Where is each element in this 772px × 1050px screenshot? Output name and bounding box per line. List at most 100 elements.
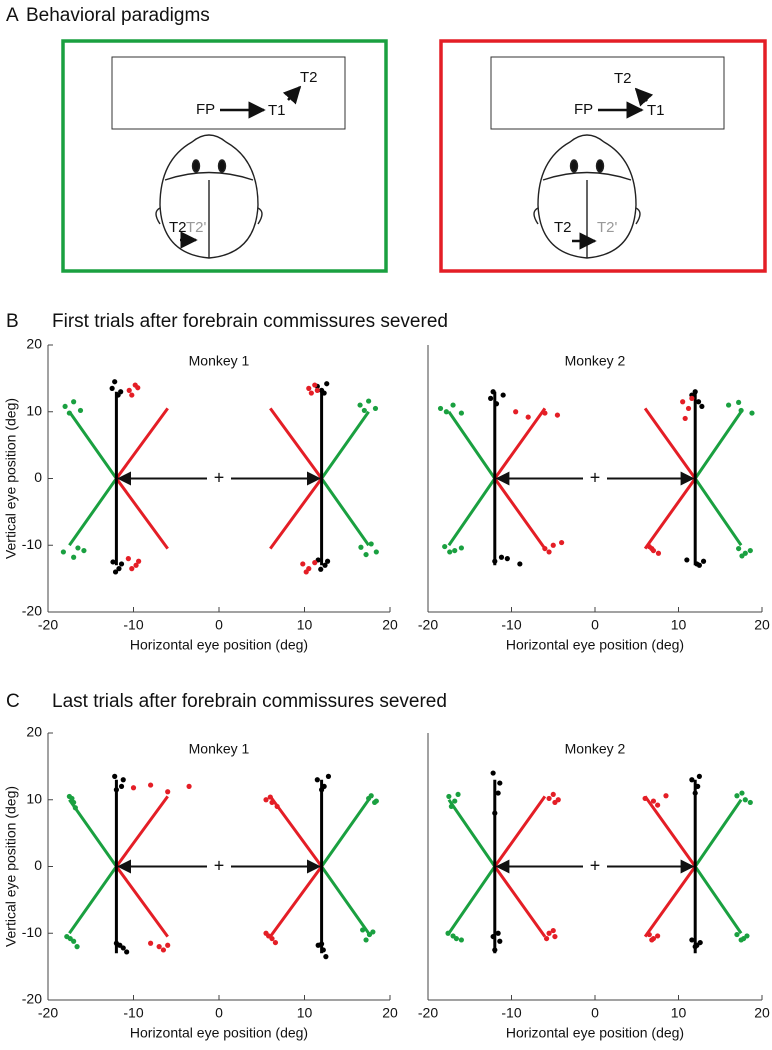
eye-point <box>450 933 456 939</box>
eye-point <box>497 938 503 944</box>
eye-point <box>66 410 72 416</box>
y-tick-label: 10 <box>26 790 42 806</box>
eye-point <box>306 385 312 391</box>
eye-point <box>726 402 732 408</box>
eye-point <box>749 410 755 416</box>
eye-point <box>695 783 701 790</box>
eye-point <box>314 387 320 393</box>
eye-point <box>81 547 87 554</box>
eye-point <box>136 558 142 564</box>
eye-point <box>655 933 661 939</box>
head-t2-label: T2 <box>554 219 572 236</box>
eye-point <box>308 390 314 396</box>
x-tick-label: -20 <box>418 617 438 633</box>
eye-point <box>747 547 753 554</box>
eye-point <box>325 773 332 779</box>
x-tick-label: -20 <box>38 1005 58 1021</box>
eye-point <box>685 405 692 412</box>
eye-point <box>116 566 122 572</box>
target-line <box>693 410 743 547</box>
fixation: + <box>590 855 601 875</box>
eye-point <box>112 773 118 779</box>
eye-point <box>186 783 192 790</box>
x-tick-label: -10 <box>501 1005 521 1021</box>
eye-point <box>118 389 124 395</box>
x-axis-label: Horizontal eye position (deg) <box>506 1025 684 1041</box>
chart-title: Monkey 2 <box>565 741 626 757</box>
eye-point <box>736 399 742 406</box>
eye-point <box>490 770 496 776</box>
eye-point <box>129 392 135 398</box>
eye-point <box>319 941 325 947</box>
eye-point <box>126 387 132 393</box>
y-tick-label: 20 <box>26 336 42 352</box>
eye-point <box>655 550 662 556</box>
eye-point <box>437 405 444 412</box>
eye-point <box>62 403 68 410</box>
x-axis-label: Horizontal eye position (deg) <box>130 1025 308 1041</box>
frame <box>439 39 767 273</box>
eye-point <box>112 569 119 575</box>
eye-point <box>314 777 320 783</box>
panel-title: Last trials after forebrain commissures … <box>52 691 447 712</box>
y-tick-label: 10 <box>26 402 42 418</box>
eye-point <box>542 410 548 416</box>
eye-point <box>148 940 154 946</box>
head <box>155 134 263 259</box>
y-tick-label: 0 <box>34 469 42 485</box>
x-tick-label: 20 <box>382 1005 398 1021</box>
x-tick-label: 0 <box>591 617 599 633</box>
eye-point <box>120 777 126 783</box>
y-tick-label: -20 <box>22 991 42 1007</box>
eye-point <box>458 545 464 551</box>
eye-point <box>699 403 705 410</box>
eye-point <box>156 944 162 950</box>
t1-label: T1 <box>647 102 665 119</box>
eye-point <box>372 405 379 412</box>
x-tick-label: 20 <box>754 617 770 633</box>
eye-point <box>649 937 655 943</box>
panel-label: A <box>6 5 19 26</box>
eye-point <box>117 942 123 948</box>
y-tick-label: -20 <box>22 603 42 619</box>
eye-point <box>118 561 125 567</box>
eye-point <box>542 545 548 552</box>
eye-point <box>263 797 269 803</box>
fixation: + <box>590 467 601 487</box>
y-tick-label: -10 <box>22 924 42 940</box>
eye-point <box>692 389 698 395</box>
eye-point <box>550 542 556 548</box>
eye-point <box>130 785 137 791</box>
eye-point <box>267 794 273 800</box>
eye-point <box>324 381 330 387</box>
head-t2-prime-label: T2' <box>597 219 618 236</box>
eye-point <box>492 947 498 953</box>
eye-point <box>318 566 324 572</box>
target-line <box>319 798 370 935</box>
eye-point <box>550 927 556 934</box>
eye-point <box>368 793 374 799</box>
eye-point <box>692 790 698 796</box>
eye-point <box>546 549 552 555</box>
screen <box>111 56 346 130</box>
eye-point <box>445 930 451 936</box>
eye-point <box>72 805 78 811</box>
x-tick-label: -20 <box>418 1005 438 1021</box>
eye-point <box>77 407 84 414</box>
eye-point <box>319 387 325 393</box>
eye-point <box>513 409 519 415</box>
x-tick-label: 0 <box>215 617 223 633</box>
eye-point <box>312 560 318 566</box>
eye-point <box>736 545 742 552</box>
eye-point <box>739 790 745 796</box>
eye-point <box>554 412 561 418</box>
eye-point <box>133 562 139 568</box>
eye-point <box>742 797 748 803</box>
eye-point <box>504 556 510 562</box>
x-tick-label: -10 <box>501 617 521 633</box>
eye-point <box>361 407 367 414</box>
eye-point <box>112 379 118 385</box>
eye-point <box>642 795 648 802</box>
eye-point <box>300 561 306 567</box>
eye-point <box>442 543 448 550</box>
